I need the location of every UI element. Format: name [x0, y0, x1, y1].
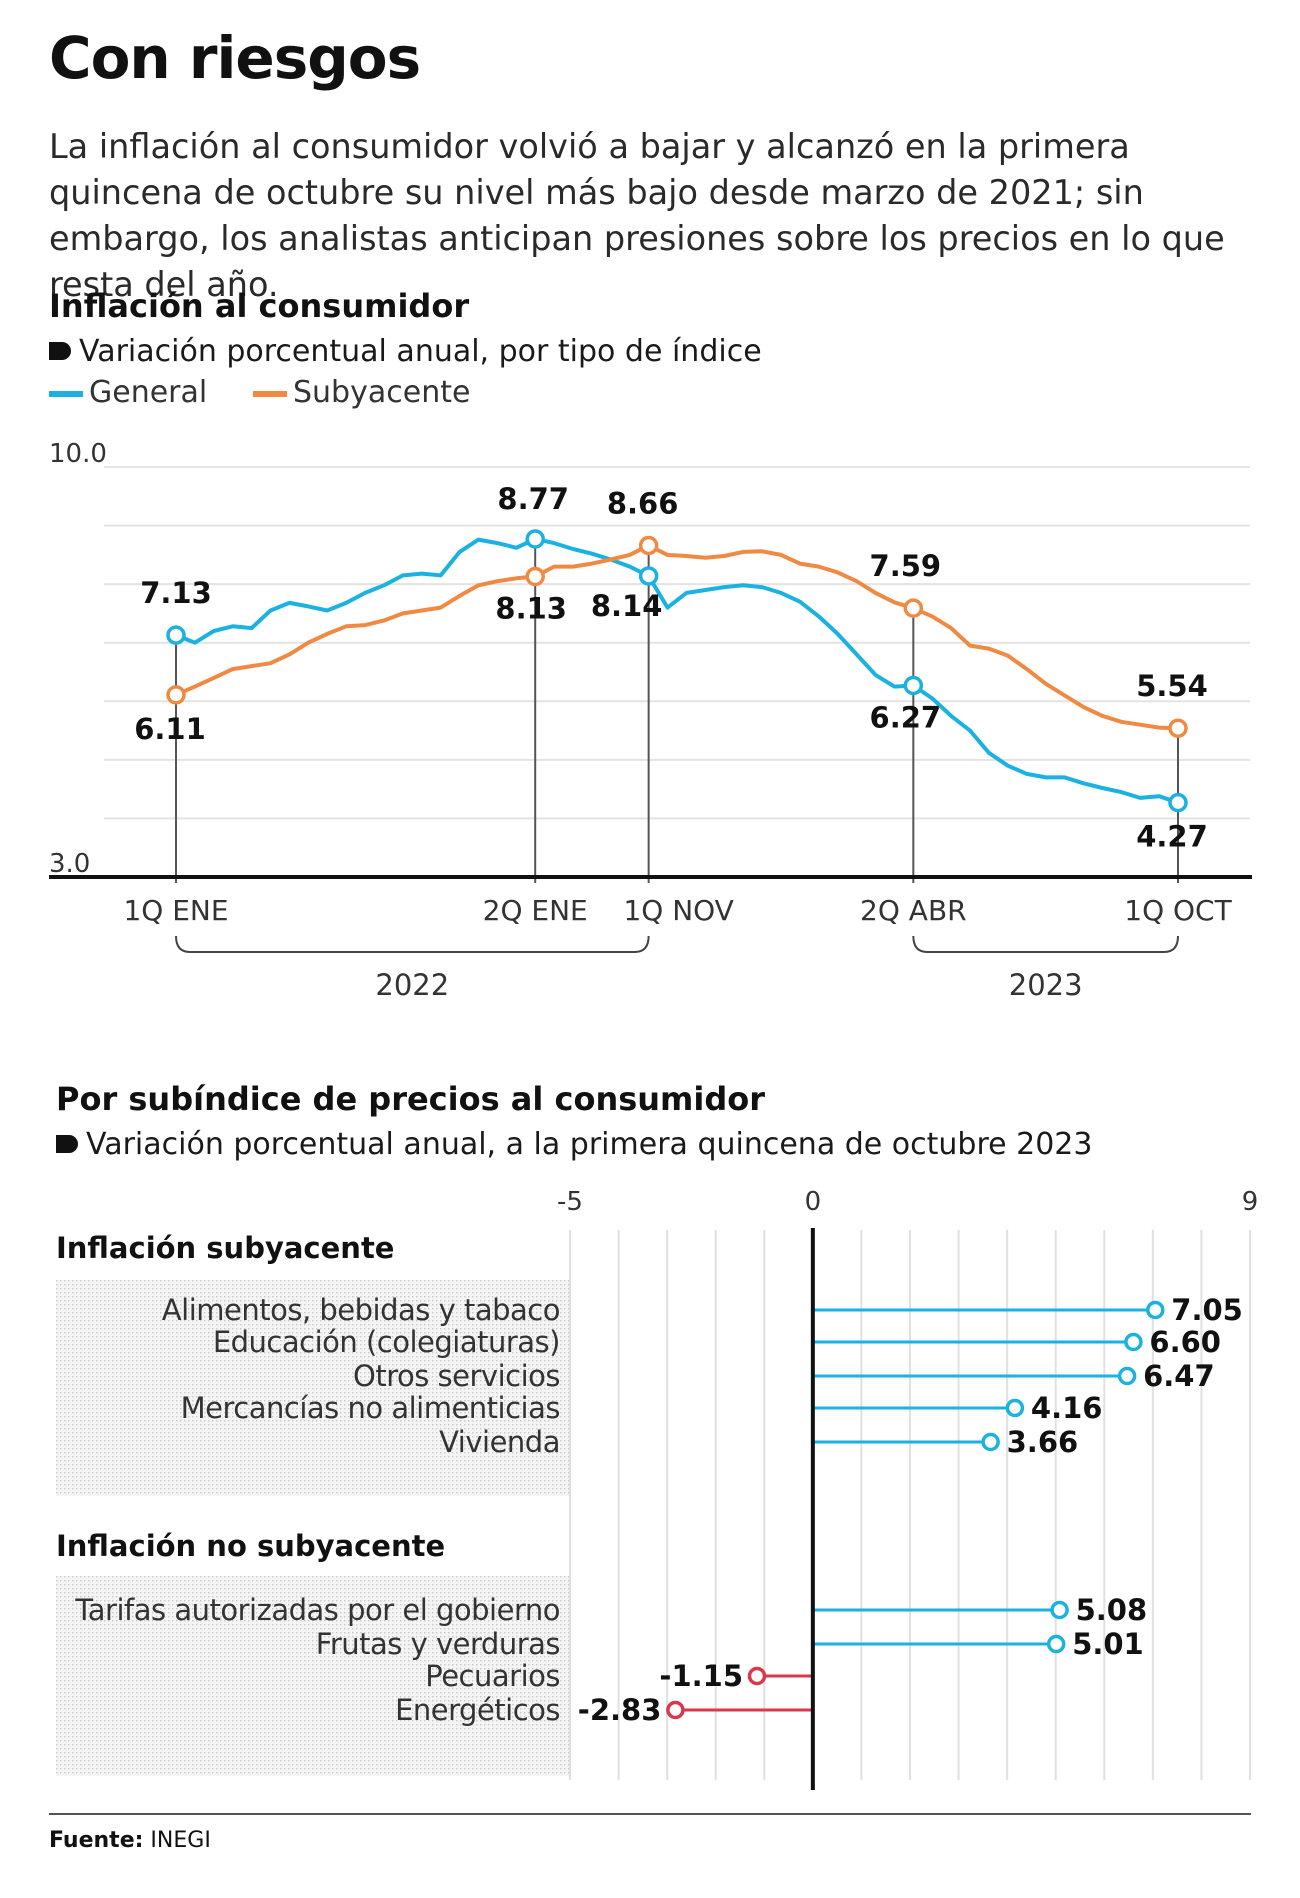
legend-general-label: General [89, 375, 208, 410]
lollipop-point [1046, 1634, 1066, 1654]
category-label: Tarifas autorizadas por el gobierno [74, 1593, 560, 1627]
data-label: 6.27 [870, 700, 942, 734]
data-label: 5.54 [1136, 669, 1208, 703]
value-label: 5.01 [1072, 1627, 1144, 1661]
source-note: Fuente: INEGI [49, 1828, 211, 1853]
year-2022-bracket [175, 935, 650, 953]
category-label: Mercancías no alimenticias [181, 1391, 560, 1425]
chart2-subheading: Variación porcentual anual, a la primera… [56, 1127, 1092, 1162]
lollipop-point [1117, 1366, 1137, 1386]
chart2-subheading-text: Variación porcentual anual, a la primera… [86, 1127, 1093, 1162]
x-tick-label: -5 [557, 1187, 583, 1217]
legend-subyacente-swatch [253, 390, 287, 397]
data-label: 8.14 [591, 589, 663, 623]
y-axis-bottom-label: 3.0 [49, 849, 90, 879]
data-point-general [525, 529, 545, 549]
bullet-icon [49, 342, 71, 360]
chart1-heading: Inflación al consumidor [49, 287, 470, 325]
data-label: 6.11 [134, 712, 206, 746]
legend-subyacente: Subyacente [253, 375, 470, 410]
category-label: Alimentos, bebidas y tabaco [162, 1293, 560, 1327]
label-panel-2 [56, 1576, 570, 1776]
footer-rule [49, 1813, 1251, 1815]
chart1-subheading: Variación porcentual anual, por tipo de … [49, 334, 762, 369]
legend-general: General [49, 375, 207, 410]
x-tick-label: 1Q OCT [1124, 894, 1232, 927]
lollipop-point [1146, 1300, 1165, 1320]
x-tick-label: 1Q ENE [123, 894, 228, 927]
value-label: -1.15 [659, 1659, 743, 1693]
x-tick-label: 9 [1242, 1187, 1259, 1217]
data-label: 7.59 [870, 549, 942, 583]
lollipop-point [1050, 1600, 1069, 1620]
legend-subyacente-label: Subyacente [293, 375, 471, 410]
year-2023-label: 2023 [1009, 968, 1083, 1002]
data-label: 7.13 [140, 576, 212, 610]
bullet-icon [56, 1135, 78, 1153]
y-axis-top-label: 10.0 [49, 439, 107, 469]
page-title: Con riesgos [49, 24, 421, 92]
category-label: Frutas y verduras [316, 1627, 560, 1661]
series-line-subyacente [175, 543, 1179, 731]
value-label: 5.08 [1076, 1593, 1148, 1627]
x-tick-label: 0 [805, 1187, 822, 1217]
lollipop-point [981, 1432, 1000, 1452]
data-point-subyacente [638, 535, 659, 556]
group-heading: Inflación subyacente [56, 1231, 394, 1265]
category-label: Energéticos [395, 1693, 560, 1727]
lollipop-point [666, 1700, 685, 1720]
data-label: 8.13 [495, 592, 567, 626]
data-point-general [638, 566, 659, 586]
value-label: -2.83 [578, 1693, 662, 1727]
category-label: Vivienda [439, 1425, 560, 1459]
category-label: Pecuarios [425, 1659, 560, 1693]
data-point-subyacente [903, 598, 924, 618]
line-chart: 10.0 3.0 7.13 8.77 8.14 6.27 4.27 6.11 8.13 8.66 7… [49, 439, 1252, 1002]
group-heading: Inflación no subyacente [56, 1529, 445, 1563]
source-value: INEGI [150, 1828, 211, 1853]
source-label: Fuente: [49, 1828, 144, 1853]
value-label: 6.47 [1143, 1359, 1215, 1393]
chart1-subheading-text: Variación porcentual anual, por tipo de … [79, 334, 762, 369]
data-point-subyacente [525, 566, 545, 587]
value-label: 7.05 [1171, 1293, 1243, 1327]
legend-general-swatch [49, 390, 83, 397]
category-label: Educación (colegiaturas) [213, 1325, 560, 1359]
data-point-general [166, 625, 186, 645]
category-label: Otros servicios [353, 1359, 560, 1393]
x-tick-label: 2Q ENE [483, 894, 588, 927]
series-line-general [175, 537, 1179, 805]
lollipop-point [747, 1666, 767, 1686]
data-label: 8.66 [607, 486, 679, 520]
chart2-heading: Por subíndice de precios al consumidor [56, 1080, 766, 1118]
data-label: 8.77 [497, 482, 569, 516]
data-point-subyacente [1168, 718, 1188, 738]
label-panel-1 [56, 1280, 570, 1496]
x-tick-label: 1Q NOV [623, 894, 733, 927]
lollipop-chart: -5 0 9 Inflación subyacente Inflación no sub… [56, 1187, 1259, 1790]
lollipop-point [1005, 1398, 1025, 1418]
x-tick-label: 2Q ABR [860, 894, 967, 927]
lollipop-point [1124, 1332, 1143, 1352]
year-2023-bracket [912, 935, 1179, 953]
data-point-general [903, 675, 924, 696]
data-point-subyacente [166, 685, 186, 705]
value-label: 6.60 [1149, 1325, 1221, 1359]
value-label: 4.16 [1031, 1391, 1103, 1425]
data-point-general [1168, 792, 1188, 813]
data-label: 4.27 [1136, 820, 1208, 854]
value-label: 3.66 [1007, 1425, 1079, 1459]
intro-text: La inflación al consumidor volvió a baja… [49, 127, 1225, 304]
year-2022-label: 2022 [375, 968, 449, 1002]
